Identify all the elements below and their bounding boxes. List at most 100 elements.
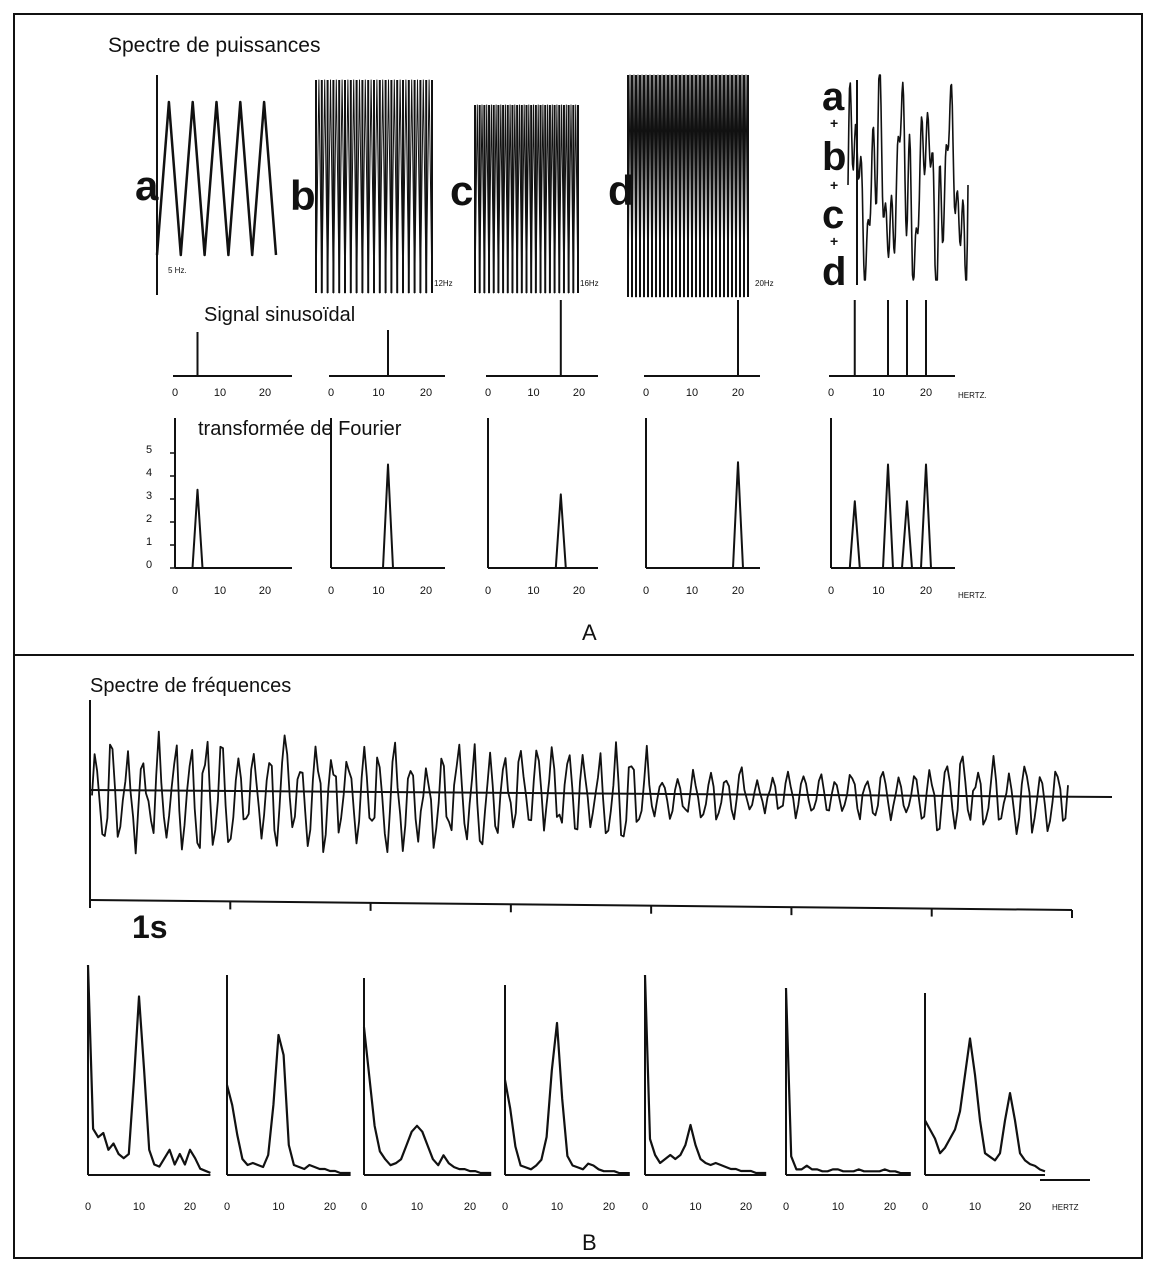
fourier-xtick-label: 10	[872, 585, 884, 597]
spectrum-xtick-label: 0	[922, 1201, 928, 1213]
waveform-c	[474, 104, 579, 294]
signal-xtick-label: 0	[328, 387, 334, 399]
sum-plus-2: +	[830, 177, 838, 193]
signal-xtick-label: 10	[372, 387, 384, 399]
fourier-peak	[901, 500, 913, 569]
fourier-xtick-label: 20	[420, 585, 432, 597]
signal-freq-a: 5 Hz.	[168, 266, 187, 275]
time-axis	[89, 899, 1073, 911]
fourier-xtick-label: 0	[828, 585, 834, 597]
spectrum-xtick-label: 10	[969, 1201, 981, 1213]
signal-letter-d: d	[608, 167, 634, 214]
signal-xtick-label: 20	[420, 387, 432, 399]
panel-b-label: B	[582, 1230, 597, 1255]
waveform-d	[627, 74, 749, 298]
fourier-peak	[732, 461, 744, 569]
fourier-xtick-label: 10	[214, 585, 226, 597]
signal-xtick-label: 0	[643, 387, 649, 399]
fourier-peak	[920, 463, 932, 569]
spectrum-xtick-label: 0	[361, 1201, 367, 1213]
waveform-b	[315, 79, 433, 294]
sum-letter-1: a	[822, 75, 845, 119]
fourier-ytick: 1	[146, 536, 152, 548]
fourier-ytick: 3	[146, 490, 152, 502]
spectrum-xtick-label: 20	[884, 1201, 896, 1213]
sum-plus-3: +	[830, 233, 838, 249]
fourier-xtick-label: 10	[686, 585, 698, 597]
panel-a-signal-label: Signal sinusoïdal	[204, 304, 355, 326]
spectrum-xtick-label: 0	[783, 1201, 789, 1213]
sum-letter-3: c	[822, 193, 844, 237]
fourier-peak	[382, 463, 394, 569]
spectrum-curve	[924, 1037, 1046, 1173]
fourier-peak	[191, 488, 204, 569]
spectrum-xtick-label: 10	[411, 1201, 423, 1213]
dynamic-marks: 0 10 20 0 10 20 0 10 20 0 10 20 0 10 200 10 20 0 10 20 0 10 20…	[85, 74, 1113, 1213]
panel-b-title: Spectre de fréquences	[90, 675, 291, 697]
sum-letter-2: b	[822, 135, 846, 179]
sum-plus-1: +	[830, 115, 838, 131]
fourier-xtick-label: 0	[643, 585, 649, 597]
waveform-a	[155, 100, 278, 257]
signal-xtick-label: 20	[259, 387, 271, 399]
signal-xtick-label: 10	[872, 387, 884, 399]
signal-freq-c: 16Hz	[580, 279, 599, 288]
fourier-xtick-label: 0	[172, 585, 178, 597]
fourier-ytick: 5	[146, 444, 152, 456]
fourier-xtick-label: 10	[527, 585, 539, 597]
sum-waveform	[847, 74, 969, 281]
sum-letter-4: d	[822, 250, 846, 294]
spectrum-xtick-label: 10	[272, 1201, 284, 1213]
signal-letter-a: a	[135, 162, 159, 209]
spectrum-xtick-label: 20	[324, 1201, 336, 1213]
fourier-xtick-label: 20	[259, 585, 271, 597]
fourier-ytick: 2	[146, 513, 152, 525]
fourier-xtick-label: 10	[372, 585, 384, 597]
fourier-peak	[848, 500, 861, 569]
signal-letter-c: c	[450, 167, 473, 214]
signal-xtick-label: 20	[732, 387, 744, 399]
spectrum-xtick-label: 10	[689, 1201, 701, 1213]
figure-frame	[13, 13, 1143, 1259]
signal-xtick-label: 0	[172, 387, 178, 399]
panel-b-unit: HERTZ	[1052, 1203, 1079, 1212]
signal-xtick-label: 10	[686, 387, 698, 399]
signal-xtick-label: 20	[920, 387, 932, 399]
signal-freq-b: 12Hz	[434, 279, 453, 288]
spectrum-curve	[503, 1021, 630, 1175]
spectrum-curve	[362, 1027, 492, 1175]
spectrum-xtick-label: 20	[603, 1201, 615, 1213]
spectrum-xtick-label: 0	[502, 1201, 508, 1213]
signal-xtick-label: 10	[527, 387, 539, 399]
panel-a-row3-unit: HERTZ.	[958, 591, 987, 600]
time-scale-label: 1s	[132, 909, 168, 945]
eeg-trace	[91, 730, 1069, 855]
spectrum-xtick-label: 20	[464, 1201, 476, 1213]
fourier-xtick-label: 0	[328, 585, 334, 597]
signal-letter-b: b	[290, 172, 316, 219]
spectrum-curve	[225, 1033, 351, 1175]
fourier-ytick: 0	[146, 559, 152, 571]
signal-xtick-label: 20	[573, 387, 585, 399]
fourier-ytick: 4	[146, 467, 152, 479]
spectrum-xtick-label: 0	[224, 1201, 230, 1213]
spectrum-xtick-label: 20	[740, 1201, 752, 1213]
signal-freq-d: 20Hz	[755, 279, 774, 288]
fourier-peak	[554, 493, 567, 569]
fourier-xtick-label: 20	[732, 585, 744, 597]
spectrum-xtick-label: 0	[85, 1201, 91, 1213]
fourier-xtick-label: 20	[920, 585, 932, 597]
panel-a-title: Spectre de puissances	[108, 34, 320, 57]
signal-xtick-label: 10	[214, 387, 226, 399]
spectrum-xtick-label: 20	[1019, 1201, 1031, 1213]
panel-a-fourier-label: transformée de Fourier	[198, 418, 402, 440]
spectrum-curve	[784, 987, 911, 1175]
fourier-xtick-label: 20	[573, 585, 585, 597]
spectrum-xtick-label: 0	[642, 1201, 648, 1213]
spectrum-curve	[643, 974, 767, 1175]
spectrum-xtick-label: 10	[832, 1201, 844, 1213]
spectrum-xtick-label: 10	[133, 1201, 145, 1213]
fourier-xtick-label: 0	[485, 585, 491, 597]
spectrum-curve	[86, 964, 211, 1174]
